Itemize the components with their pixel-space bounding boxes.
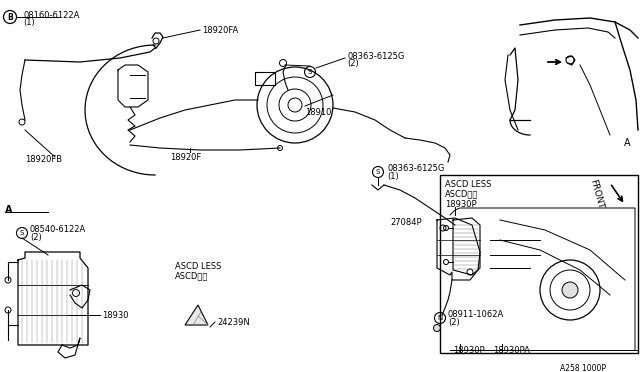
Text: B: B (7, 13, 13, 22)
Text: 18930PA: 18930PA (493, 346, 530, 355)
Text: 18910: 18910 (305, 108, 332, 117)
Bar (440, 175, 638, 353)
Text: ASCD LESS: ASCD LESS (445, 180, 492, 189)
Text: (1): (1) (23, 18, 35, 27)
Text: N: N (437, 315, 443, 321)
Circle shape (433, 324, 440, 331)
Text: A: A (624, 138, 630, 148)
Text: 08363-6125G: 08363-6125G (347, 52, 404, 61)
Text: 18920FA: 18920FA (202, 26, 238, 35)
Text: S: S (20, 230, 24, 236)
Text: 27084P: 27084P (390, 218, 422, 227)
Text: 18920F: 18920F (170, 153, 201, 162)
Text: 18920FB: 18920FB (25, 155, 62, 164)
Text: ASCD LESS: ASCD LESS (175, 262, 221, 271)
Text: 08911-1062A: 08911-1062A (448, 310, 504, 319)
Text: 08363-6125G: 08363-6125G (387, 164, 444, 173)
Text: S: S (376, 169, 380, 175)
Text: A: A (5, 205, 13, 215)
Text: S: S (308, 69, 312, 75)
Circle shape (562, 282, 578, 298)
Text: 18930: 18930 (102, 311, 129, 320)
Text: A258 1000P: A258 1000P (560, 364, 606, 372)
Text: ASCD無車: ASCD無車 (175, 271, 209, 280)
Text: (2): (2) (30, 233, 42, 242)
Text: 18930P: 18930P (445, 200, 477, 209)
Text: FRONT: FRONT (588, 178, 605, 210)
Text: 08160-6122A: 08160-6122A (23, 11, 79, 20)
Text: 24239N: 24239N (217, 318, 250, 327)
Text: (2): (2) (347, 59, 359, 68)
Text: 08540-6122A: 08540-6122A (30, 225, 86, 234)
Text: (2): (2) (448, 318, 460, 327)
Text: ASCD無重: ASCD無重 (445, 189, 478, 198)
Polygon shape (185, 305, 208, 325)
Text: (1): (1) (387, 172, 399, 181)
Text: 18930P: 18930P (453, 346, 484, 355)
